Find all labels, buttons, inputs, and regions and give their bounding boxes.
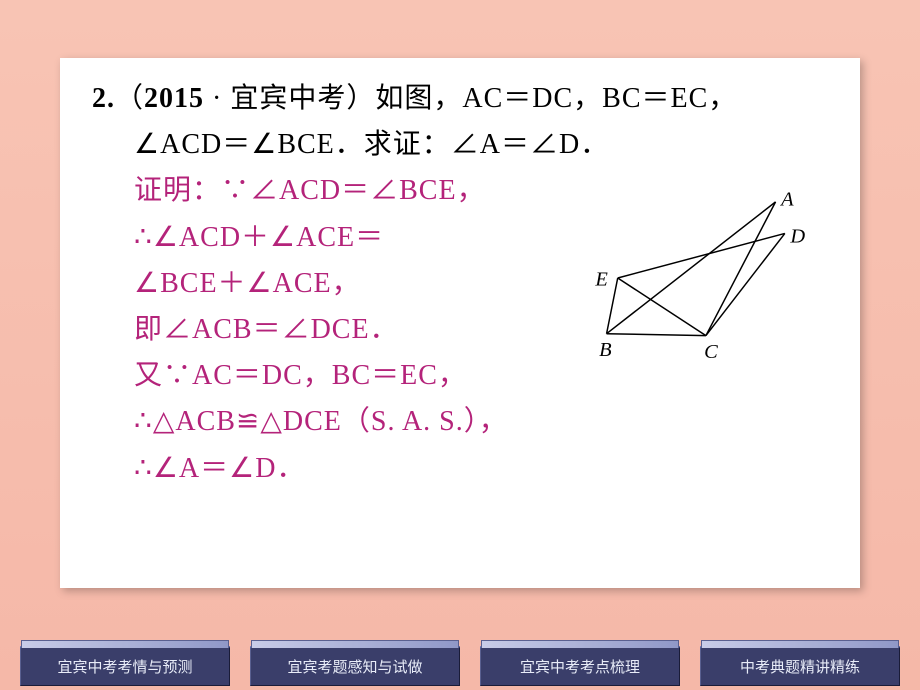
src-open: （	[115, 83, 144, 114]
nav-button-top-edge	[21, 640, 229, 648]
stem-part1: 如图，AC＝DC，BC＝EC，	[375, 83, 737, 114]
vertex-label-E: E	[594, 268, 608, 290]
src-sep: ·	[204, 83, 230, 114]
edge-ED	[618, 233, 785, 278]
src-close: ）	[346, 83, 375, 114]
problem-line-2: ∠ACD＝∠BCE．求证：∠A＝∠D．	[92, 122, 828, 168]
nav-button-label: 宜宾中考考情与预测	[43, 656, 206, 677]
nav-button-label: 中考典题精讲精练	[726, 656, 874, 677]
edge-BA	[607, 202, 776, 334]
edge-EB	[607, 278, 618, 334]
nav-button-0[interactable]: 宜宾中考考情与预测	[20, 646, 230, 686]
content-card: 2.（2015 · 宜宾中考）如图，AC＝DC，BC＝EC， ∠ACD＝∠BCE…	[60, 58, 860, 588]
nav-button-1[interactable]: 宜宾考题感知与试做	[250, 646, 460, 686]
nav-button-3[interactable]: 中考典题精讲精练	[700, 646, 900, 686]
edge-DC	[706, 233, 785, 335]
vertex-label-B: B	[599, 339, 612, 361]
vertex-label-C: C	[704, 341, 718, 363]
question-number: 2.	[92, 83, 115, 114]
nav-button-label: 宜宾中考考点梳理	[506, 656, 654, 677]
edge-AC	[706, 202, 776, 336]
nav-button-top-edge	[251, 640, 459, 648]
proof-line-6: ∴△ACB≌△DCE（S. A. S.），	[92, 399, 828, 445]
proof-line-7: ∴∠A＝∠D．	[92, 446, 828, 492]
geometry-diagram: A B C D E	[562, 178, 822, 378]
nav-button-top-edge	[481, 640, 679, 648]
nav-button-label: 宜宾考题感知与试做	[273, 656, 436, 677]
src-place: 宜宾中考	[230, 83, 346, 114]
problem-line-1: 2.（2015 · 宜宾中考）如图，AC＝DC，BC＝EC，	[92, 76, 828, 122]
nav-button-top-edge	[701, 640, 899, 648]
bottom-nav: 宜宾中考考情与预测 宜宾考题感知与试做 宜宾中考考点梳理 中考典题精讲精练	[0, 634, 920, 690]
edge-CE	[618, 278, 706, 336]
src-year: 2015	[144, 83, 204, 114]
vertex-label-A: A	[779, 189, 794, 211]
vertex-label-D: D	[789, 226, 805, 248]
edge-CB	[607, 334, 706, 336]
nav-button-2[interactable]: 宜宾中考考点梳理	[480, 646, 680, 686]
